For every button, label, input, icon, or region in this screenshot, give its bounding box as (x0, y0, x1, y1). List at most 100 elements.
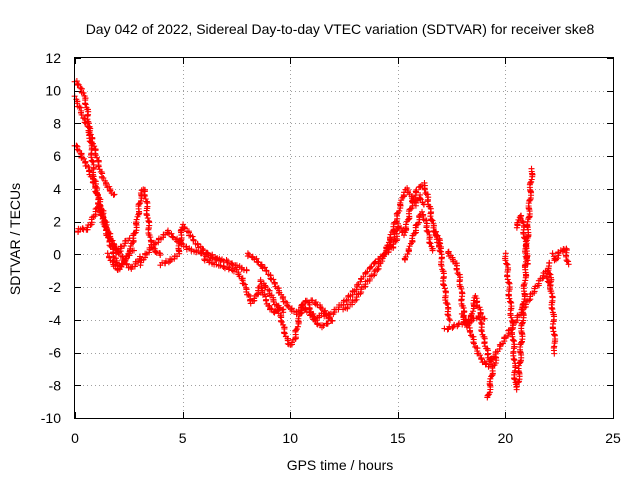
data-point (406, 243, 413, 250)
data-point (416, 195, 423, 202)
data-point (189, 233, 196, 240)
data-point (201, 256, 208, 263)
x-tick-label: 5 (179, 430, 187, 446)
x-tick-label: 15 (390, 430, 406, 446)
data-point (446, 316, 453, 323)
data-point (85, 120, 92, 127)
data-point (565, 261, 572, 268)
data-point (144, 212, 151, 219)
data-point (131, 230, 138, 237)
data-point (127, 243, 134, 250)
data-point (127, 245, 134, 252)
data-point (434, 232, 441, 239)
data-point (133, 216, 140, 223)
data-point (261, 264, 268, 271)
data-point (168, 230, 175, 237)
data-point (428, 216, 435, 223)
data-point (478, 319, 485, 326)
grid-layer (75, 58, 613, 418)
data-point (251, 295, 258, 302)
data-point (274, 307, 281, 314)
data-point (271, 280, 278, 287)
data-point (217, 262, 224, 269)
data-point (204, 249, 211, 256)
data-point (508, 314, 515, 321)
data-point (417, 196, 424, 203)
data-point (354, 281, 361, 288)
data-point (78, 111, 85, 118)
data-point (521, 234, 528, 241)
data-point (292, 327, 299, 334)
data-point (190, 237, 197, 244)
data-point (88, 157, 95, 164)
data-point (383, 247, 390, 254)
data-point (229, 261, 236, 268)
data-point (481, 315, 488, 322)
data-point (442, 297, 449, 304)
data-point (268, 305, 275, 312)
data-point (253, 255, 260, 262)
data-point (412, 230, 419, 237)
data-point (94, 191, 101, 198)
x-tick-label: 20 (498, 430, 514, 446)
data-point (467, 329, 474, 336)
data-point (544, 275, 551, 282)
data-point (502, 257, 509, 264)
data-point (263, 268, 270, 275)
data-point (87, 221, 94, 228)
data-point (257, 278, 264, 285)
data-point (551, 350, 558, 357)
data-point (76, 104, 83, 111)
y-tick-label: -8 (49, 377, 62, 393)
data-point (181, 224, 188, 231)
data-point (144, 215, 151, 222)
data-point (396, 207, 403, 214)
data-point (481, 340, 488, 347)
data-point (528, 165, 535, 172)
data-point (82, 101, 89, 108)
y-tick-label: 2 (53, 214, 61, 230)
data-point (164, 229, 171, 236)
data-point (268, 292, 275, 299)
data-point (519, 320, 526, 327)
data-point (147, 234, 154, 241)
data-point (262, 297, 269, 304)
data-point (515, 379, 522, 386)
y-tick-label: 8 (53, 115, 61, 131)
data-point (456, 320, 463, 327)
x-tick-labels: 0 5 10 15 20 25 (71, 430, 621, 446)
data-point (405, 245, 412, 252)
data-point (470, 340, 477, 347)
data-point (75, 81, 82, 88)
data-point (302, 298, 309, 305)
data-point (549, 306, 556, 313)
data-point (441, 285, 448, 292)
data-point (111, 191, 118, 198)
y-tick-label: 0 (53, 246, 61, 262)
data-point (527, 179, 534, 186)
data-point (427, 240, 434, 247)
data-point (546, 285, 553, 292)
data-point (504, 332, 511, 339)
data-point (273, 301, 280, 308)
data-point (107, 187, 114, 194)
data-point (521, 280, 528, 287)
data-point (95, 163, 102, 170)
data-point (478, 328, 485, 335)
data-point (394, 224, 401, 231)
y-tick-label: 10 (45, 83, 61, 99)
data-point (520, 219, 527, 226)
data-point (155, 239, 162, 246)
data-point (309, 297, 316, 304)
data-point (419, 212, 426, 219)
data-point (329, 317, 336, 324)
data-point (194, 241, 201, 248)
data-point (504, 276, 511, 283)
data-point (551, 255, 558, 262)
data-point (438, 262, 445, 269)
data-point (444, 311, 451, 318)
data-point (306, 306, 313, 312)
data-point (141, 192, 148, 199)
data-point (74, 146, 81, 153)
